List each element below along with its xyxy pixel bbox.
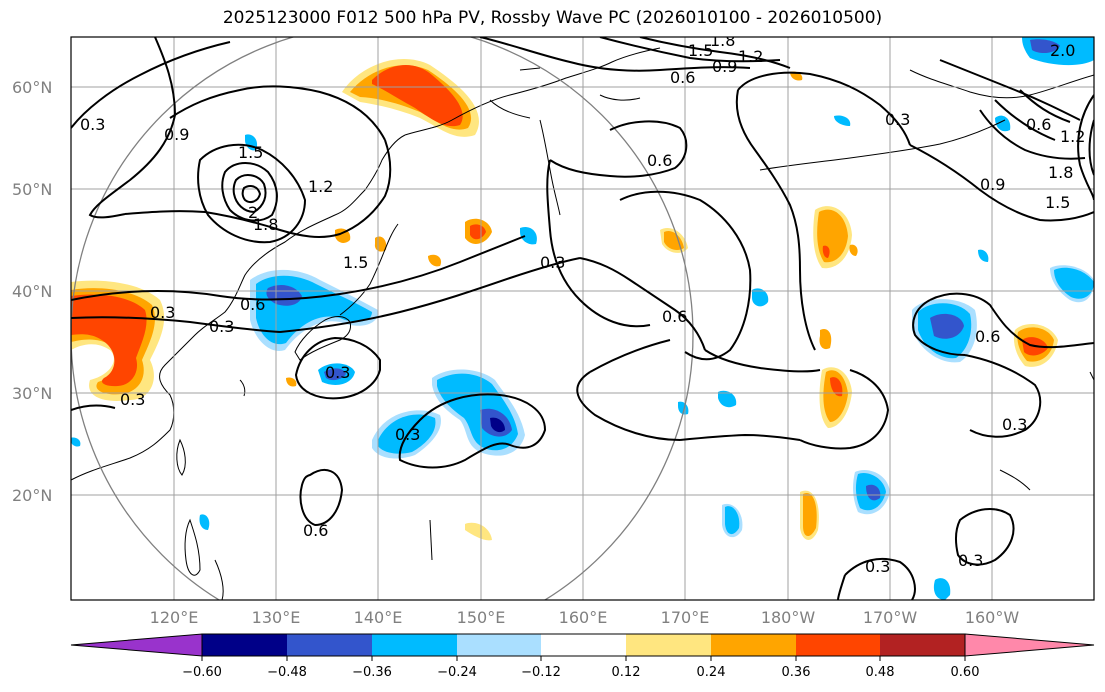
contour-label: 0.6 [647,151,672,170]
colorbar-segment [711,634,796,656]
contour-label: 0.3 [120,390,145,409]
lat-label: 40°N [12,282,52,301]
colorbar-tick-label: −0.60 [182,665,222,680]
contour-label: 1.5 [343,253,368,272]
contour-labels: 0.3 0.9 1.5 1.2 1.8 2 1.5 0.6 0.3 0.3 0.… [80,31,1085,576]
contour-label: 2.0 [1050,41,1075,60]
contour-label: 0.6 [1026,115,1051,134]
colorbar-segment [541,634,626,656]
colorbar-tick-label: −0.36 [352,665,392,680]
gridlines [71,37,1094,600]
colorbar-tick-label: 0.36 [782,665,811,680]
colorbar-segment [372,634,457,656]
colorbar-segment [287,634,372,656]
lon-label: 150°E [457,608,506,627]
contour-label: 0.6 [303,521,328,540]
contour-label: 1.2 [738,47,763,66]
colorbar-extend-low [70,633,203,657]
contour-label: 0.6 [975,327,1000,346]
lon-label: 130°E [252,608,301,627]
colorbar-tick-label: −0.24 [437,665,477,680]
lon-label: 170°E [661,608,710,627]
lat-label: 50°N [12,180,52,199]
colorbar-segment [626,634,711,656]
lon-label: 170°W [863,608,918,627]
latitude-labels: 60°N 50°N 40°N 30°N 20°N [12,78,52,505]
colorbar-tick-label: 0.48 [866,665,895,680]
contour-label: 0.3 [209,317,234,336]
contour-label: 0.3 [865,557,890,576]
lon-label: 160°W [965,608,1020,627]
contour-label: 1.5 [688,41,713,60]
contour-label: 0.3 [885,110,910,129]
lat-label: 30°N [12,384,52,403]
plot-title: 2025123000 F012 500 hPa PV, Rossby Wave … [222,8,883,28]
contour-label: 0.3 [325,363,350,382]
colorbar-tick-label: 0.12 [612,665,641,680]
contour-label: 0.9 [712,57,737,76]
contour-label: 0.3 [540,253,565,272]
contour-label: 0.3 [958,551,983,570]
colorbar-tick-label: −0.12 [521,665,561,680]
lat-label: 60°N [12,78,52,97]
reference-circle [71,37,694,600]
contour-label: 0.9 [164,125,189,144]
shading-layer [71,37,1094,600]
contour-label: 0.6 [662,307,687,326]
colorbar-segment [202,634,287,656]
contour-label: 0.3 [80,115,105,134]
contour-label: 0.3 [150,303,175,322]
colorbar: −0.60 −0.48 −0.36 −0.24 −0.12 0.12 0.24 … [70,633,1095,680]
contour-label: 1.5 [1045,193,1070,212]
contour-label: 1.2 [308,177,333,196]
colorbar-tick-label: 0.24 [697,665,726,680]
contour-label: 0.3 [1002,415,1027,434]
contour-label: 1.2 [1060,127,1085,146]
colorbar-tick-label: 0.60 [951,665,980,680]
colorbar-extend-high [964,633,1095,657]
contour-label: 1.8 [710,31,735,50]
longitude-labels: 120°E 130°E 140°E 150°E 160°E 170°E 180°… [150,608,1020,627]
map-frame [70,36,1095,601]
contour-label: 1.8 [253,215,278,234]
contour-label: 0.6 [240,295,265,314]
lat-label: 20°N [12,486,52,505]
contour-label: 0.9 [980,175,1005,194]
colorbar-segment [796,634,880,656]
lon-label: 140°E [354,608,403,627]
colorbar-segment [880,634,965,656]
contour-label: 2 [248,203,258,222]
colorbar-outline [201,633,966,657]
lon-label: 160°E [559,608,608,627]
lon-label: 120°E [150,608,199,627]
contour-layer [71,37,1094,600]
colorbar-segment [457,634,541,656]
colorbar-tick-label: −0.48 [267,665,307,680]
contour-label: 0.6 [670,68,695,87]
lon-label: 180°W [761,608,816,627]
contour-label: 1.8 [1048,163,1073,182]
contour-label: 0.3 [395,425,420,444]
contour-label: 1.5 [238,143,263,162]
colorbar-ticks [201,656,966,661]
